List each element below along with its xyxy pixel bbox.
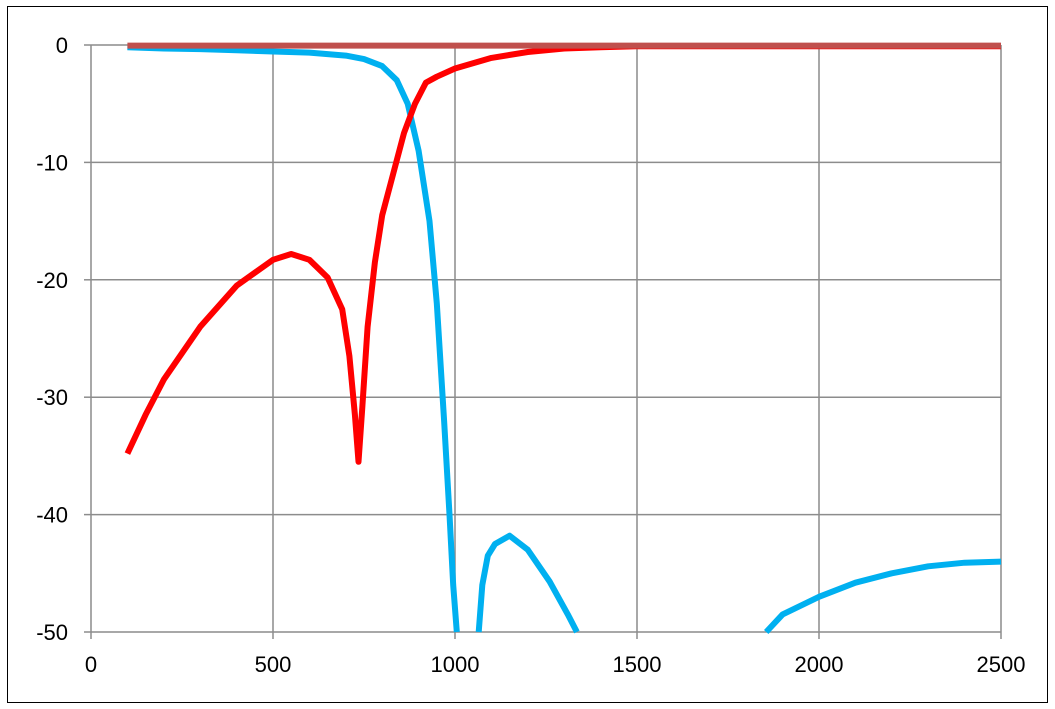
y-tick-label: -50: [36, 620, 68, 645]
series-1-line: [127, 44, 460, 633]
series-layer: [124, 42, 1002, 635]
y-tick-label: 0: [56, 33, 68, 58]
grid-layer: [91, 44, 1002, 632]
chart-frame: 0 -10 -20 -30 -40 -50 0 500 1000 1500 2000 2500: [7, 6, 1048, 703]
x-tick-label: 0: [85, 652, 97, 677]
y-tick-label: -40: [36, 503, 68, 528]
y-tick-label: -10: [36, 150, 68, 175]
x-tick-label: 2500: [977, 652, 1026, 677]
axis-layer: [84, 44, 1002, 639]
series-1-line: [475, 532, 580, 634]
y-tick-label: -30: [36, 385, 68, 410]
series-2-line: [124, 43, 1001, 465]
x-tick-label: 500: [255, 652, 292, 677]
label-layer: 0 -10 -20 -30 -40 -50 0 500 1000 1500 2000 2500: [36, 33, 1025, 677]
chart-svg: 0 -10 -20 -30 -40 -50 0 500 1000 1500 2000 2500: [36, 33, 1025, 677]
y-tick-label: -20: [36, 268, 68, 293]
series-1-line: [764, 558, 1002, 635]
x-tick-label: 1000: [431, 652, 480, 677]
x-tick-label: 1500: [613, 652, 662, 677]
x-tick-label: 2000: [795, 652, 844, 677]
